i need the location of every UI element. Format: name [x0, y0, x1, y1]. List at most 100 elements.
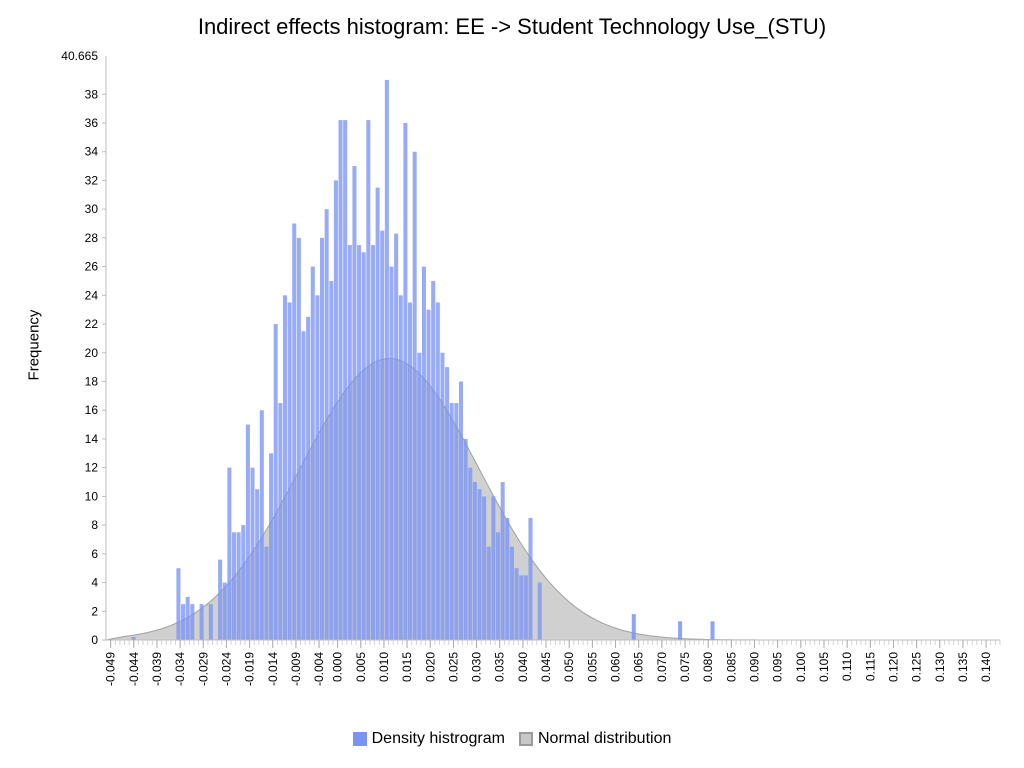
histogram-bar	[398, 295, 403, 640]
x-tick-label: 0.110	[840, 652, 854, 681]
x-tick-label: 0.100	[794, 652, 808, 682]
histogram-bar	[631, 614, 636, 640]
histogram-bar	[472, 482, 477, 640]
y-tick-label: 12	[85, 461, 99, 475]
histogram-bar	[408, 302, 413, 640]
x-tick-label: 0.025	[446, 652, 460, 682]
x-tick-label: 0.000	[331, 652, 345, 682]
y-tick-label: 22	[85, 317, 99, 331]
histogram-bar	[528, 517, 533, 640]
x-tick-label: 0.070	[655, 652, 669, 682]
x-tick-label: -0.009	[289, 652, 303, 686]
histogram-bar	[458, 381, 463, 640]
x-tick-label: 0.075	[678, 652, 692, 682]
histogram-bar	[426, 309, 431, 640]
histogram-bar	[352, 166, 357, 640]
y-tick-label: 34	[85, 145, 99, 159]
histogram-bar	[306, 316, 311, 640]
x-tick-label: 0.105	[817, 652, 831, 682]
histogram-bar	[678, 621, 683, 640]
histogram-bar	[380, 230, 385, 640]
histogram-bar	[199, 604, 204, 640]
x-tick-label: 0.055	[585, 652, 599, 682]
histogram-bar	[445, 367, 450, 640]
histogram-bar	[241, 525, 246, 640]
histogram-bar	[537, 582, 542, 640]
x-tick-label: 0.040	[516, 652, 530, 682]
histogram-bar	[412, 151, 417, 640]
x-tick-label: 0.140	[979, 652, 993, 682]
histogram-bar	[394, 233, 399, 640]
histogram-bar	[338, 120, 343, 641]
histogram-bar	[449, 403, 454, 640]
histogram-bar	[403, 123, 408, 640]
histogram-bar	[264, 546, 269, 640]
histogram-bar	[282, 295, 287, 640]
y-tick-label: 18	[85, 374, 99, 388]
histogram-bar	[361, 252, 366, 640]
histogram-bar	[259, 410, 264, 640]
x-tick-label: 0.090	[748, 652, 762, 682]
histogram-bar	[255, 489, 260, 640]
x-tick-label: 0.065	[632, 652, 646, 682]
histogram-bar	[329, 280, 334, 640]
histogram-bar	[500, 482, 505, 640]
histogram-bar	[333, 180, 338, 640]
chart-title: Indirect effects histogram: EE -> Studen…	[197, 14, 827, 39]
x-tick-label: -0.024	[219, 652, 233, 686]
histogram-bar	[310, 266, 315, 640]
x-tick-label: 0.060	[609, 652, 623, 682]
histogram-bar	[315, 295, 320, 640]
legend-swatch-density	[352, 732, 367, 746]
legend-item-normal[interactable]: Normal distribution	[518, 730, 671, 748]
histogram-bar	[227, 467, 232, 640]
histogram-bar	[208, 604, 213, 640]
histogram-bar	[176, 568, 181, 640]
y-tick-label: 8	[91, 518, 98, 532]
x-tick-label: 0.135	[956, 652, 970, 682]
y-tick-label: 38	[85, 87, 99, 101]
legend-swatch-normal	[518, 732, 533, 746]
x-tick-label: 0.130	[933, 652, 947, 682]
histogram-bar	[482, 496, 487, 640]
histogram-bar	[181, 604, 186, 640]
y-tick-label: 10	[85, 489, 99, 503]
x-tick-label: 0.045	[539, 652, 553, 682]
histogram-bar	[278, 403, 283, 640]
x-tick-label: -0.034	[173, 652, 187, 686]
histogram-bar	[231, 532, 237, 640]
x-tick-label: 0.120	[886, 652, 900, 682]
x-tick-label: 0.085	[724, 652, 738, 682]
histogram-bar	[486, 546, 491, 640]
x-tick-label: 0.015	[400, 652, 414, 682]
histogram-bar	[496, 532, 501, 640]
histogram-bar	[273, 324, 278, 640]
y-tick-label: 6	[91, 547, 98, 561]
histogram-bar	[236, 532, 241, 640]
x-tick-label: 0.020	[423, 652, 437, 682]
histogram-bar	[366, 120, 371, 641]
y-tick-label: 26	[85, 260, 99, 274]
x-tick-label: 0.010	[377, 652, 391, 682]
histogram-bar	[389, 266, 394, 640]
y-tick-label: 36	[85, 116, 99, 130]
histogram-bar	[292, 223, 297, 640]
histogram-bar	[440, 352, 445, 640]
histogram-bar	[468, 467, 473, 640]
y-tick-label: 32	[85, 173, 99, 187]
legend-item-density[interactable]: Density histrogram	[352, 730, 505, 748]
histogram-bar	[301, 331, 306, 640]
histogram-bar	[454, 403, 459, 640]
x-tick-label: 0.125	[910, 652, 924, 682]
histogram-bar	[370, 245, 375, 640]
legend: Density histrogram Normal distribution	[0, 730, 1024, 748]
x-tick-label: 0.050	[562, 652, 576, 682]
x-tick-label: -0.044	[127, 652, 141, 686]
histogram-bar	[384, 79, 389, 640]
y-tick-label: 0	[91, 633, 98, 647]
histogram-bar	[421, 266, 426, 640]
histogram-bar	[287, 302, 292, 640]
y-tick-label: 14	[85, 432, 99, 446]
histogram-bar	[320, 237, 325, 640]
